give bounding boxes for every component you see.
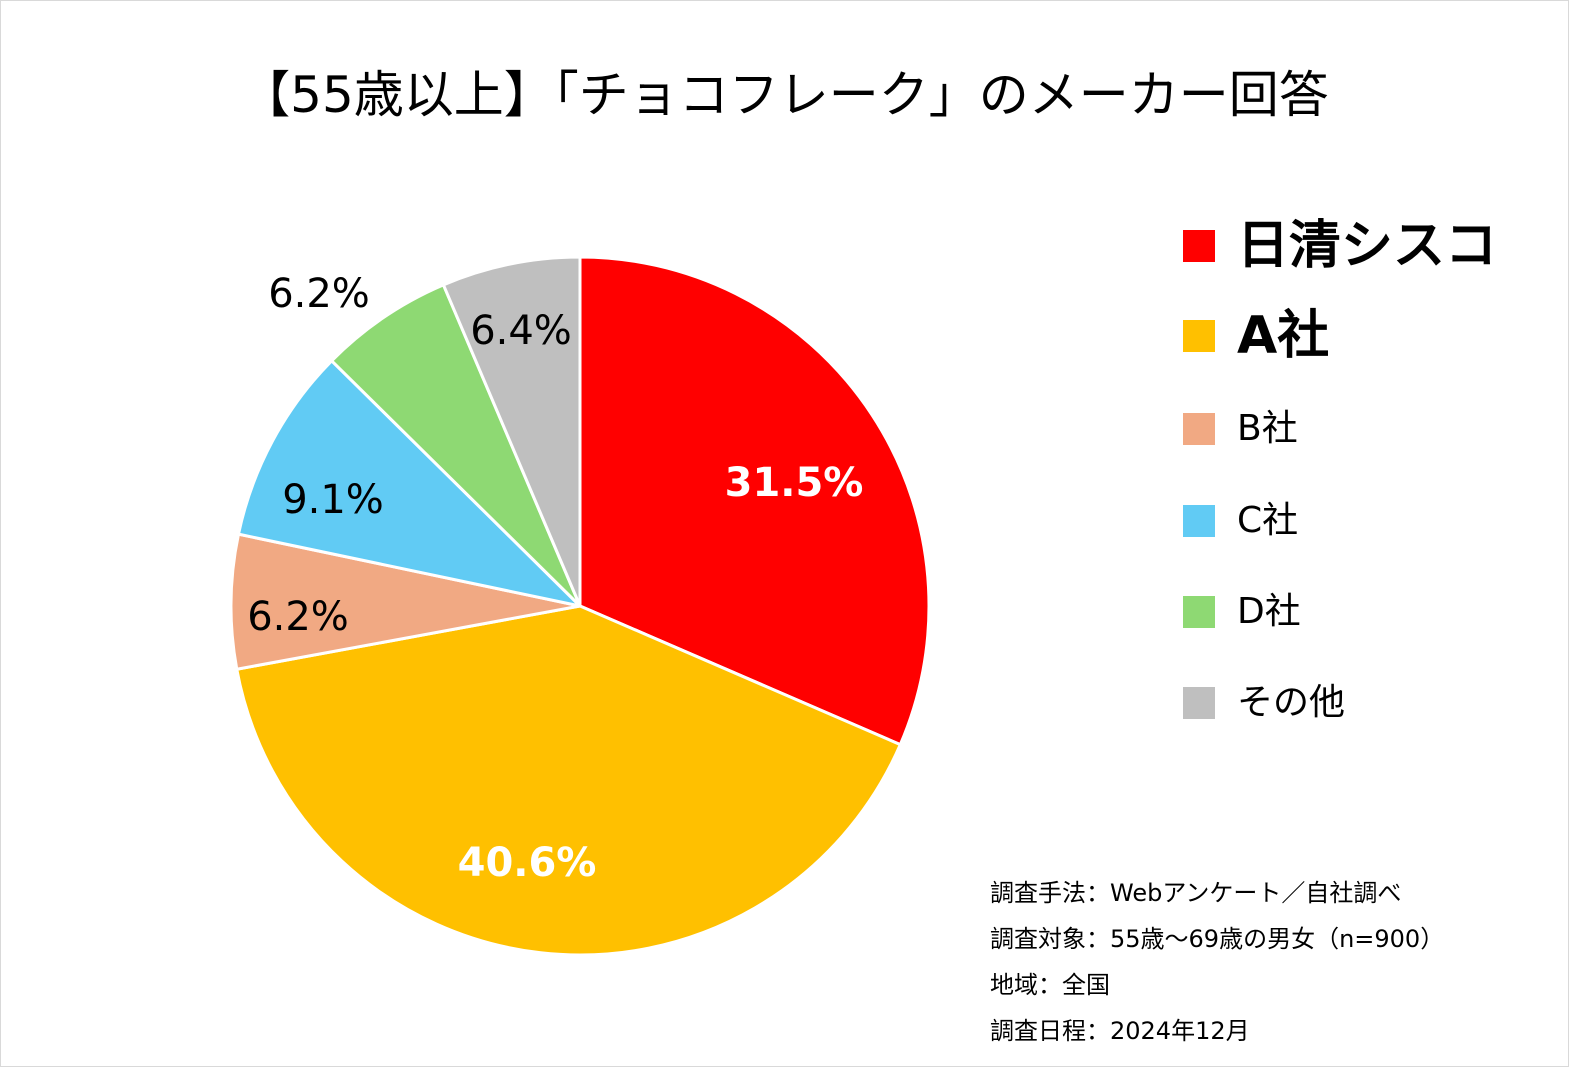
legend-swatch-c-sha [1183,505,1215,537]
chart-title: 【55歳以上】「チョコフレーク」のメーカー回答 [240,66,1329,124]
legend-swatch-a-sha [1183,320,1215,352]
note-survey-target: 調査対象：55歳～69歳の男女（n=900） [990,925,1445,953]
note-survey-method: 調査手法：Webアンケート／自社調べ [990,879,1402,907]
legend: 日清シスコ A社 B社 C社 D社 その他 [1183,0,1563,760]
survey-notes: 調査手法：Webアンケート／自社調べ 調査対象：55歳～69歳の男女（n=900… [990,870,1444,1054]
data-label-other: 6.4% [470,308,572,354]
legend-swatch-other [1183,687,1215,719]
legend-item-a-sha: A社 [1183,306,1329,366]
pie-slices [229,255,931,957]
legend-swatch-d-sha [1183,596,1215,628]
legend-item-c-sha: C社 [1183,491,1298,551]
pie-slice-a-sha [235,604,902,957]
pie-slice-other [441,255,582,608]
legend-label-nissin-cisco: 日清シスコ [1237,216,1498,276]
note-survey-region: 地域：全国 [990,971,1110,999]
legend-item-nissin-cisco: 日清シスコ [1183,216,1497,276]
legend-label-a-sha: A社 [1237,306,1330,366]
pie-slice-c-sha [236,359,582,608]
legend-label-other: その他 [1237,682,1346,723]
legend-item-d-sha: D社 [1183,582,1301,642]
data-label-b-sha: 6.2% [247,594,349,640]
pie-slice-d-sha [330,283,582,608]
note-survey-date: 調査日程：2024年12月 [990,1017,1250,1045]
legend-label-c-sha: C社 [1237,500,1299,541]
legend-label-d-sha: D社 [1237,591,1301,632]
legend-swatch-nissin-cisco [1183,230,1215,262]
data-label-d-sha: 6.2% [268,271,370,317]
data-label-c-sha: 9.1% [282,477,384,523]
legend-label-b-sha: B社 [1237,408,1298,449]
pie-slice-b-sha [229,532,582,671]
legend-swatch-b-sha [1183,413,1215,445]
legend-item-other: その他 [1183,673,1345,733]
pie-slice-nissin-cisco [578,255,931,747]
data-label-a-sha: 40.6% [458,840,597,886]
legend-item-b-sha: B社 [1183,399,1298,459]
data-label-nissin-cisco: 31.5% [725,460,864,506]
pie-data-labels: 31.5% 40.6% 6.2% 9.1% 6.2% 6.4% [247,271,863,886]
